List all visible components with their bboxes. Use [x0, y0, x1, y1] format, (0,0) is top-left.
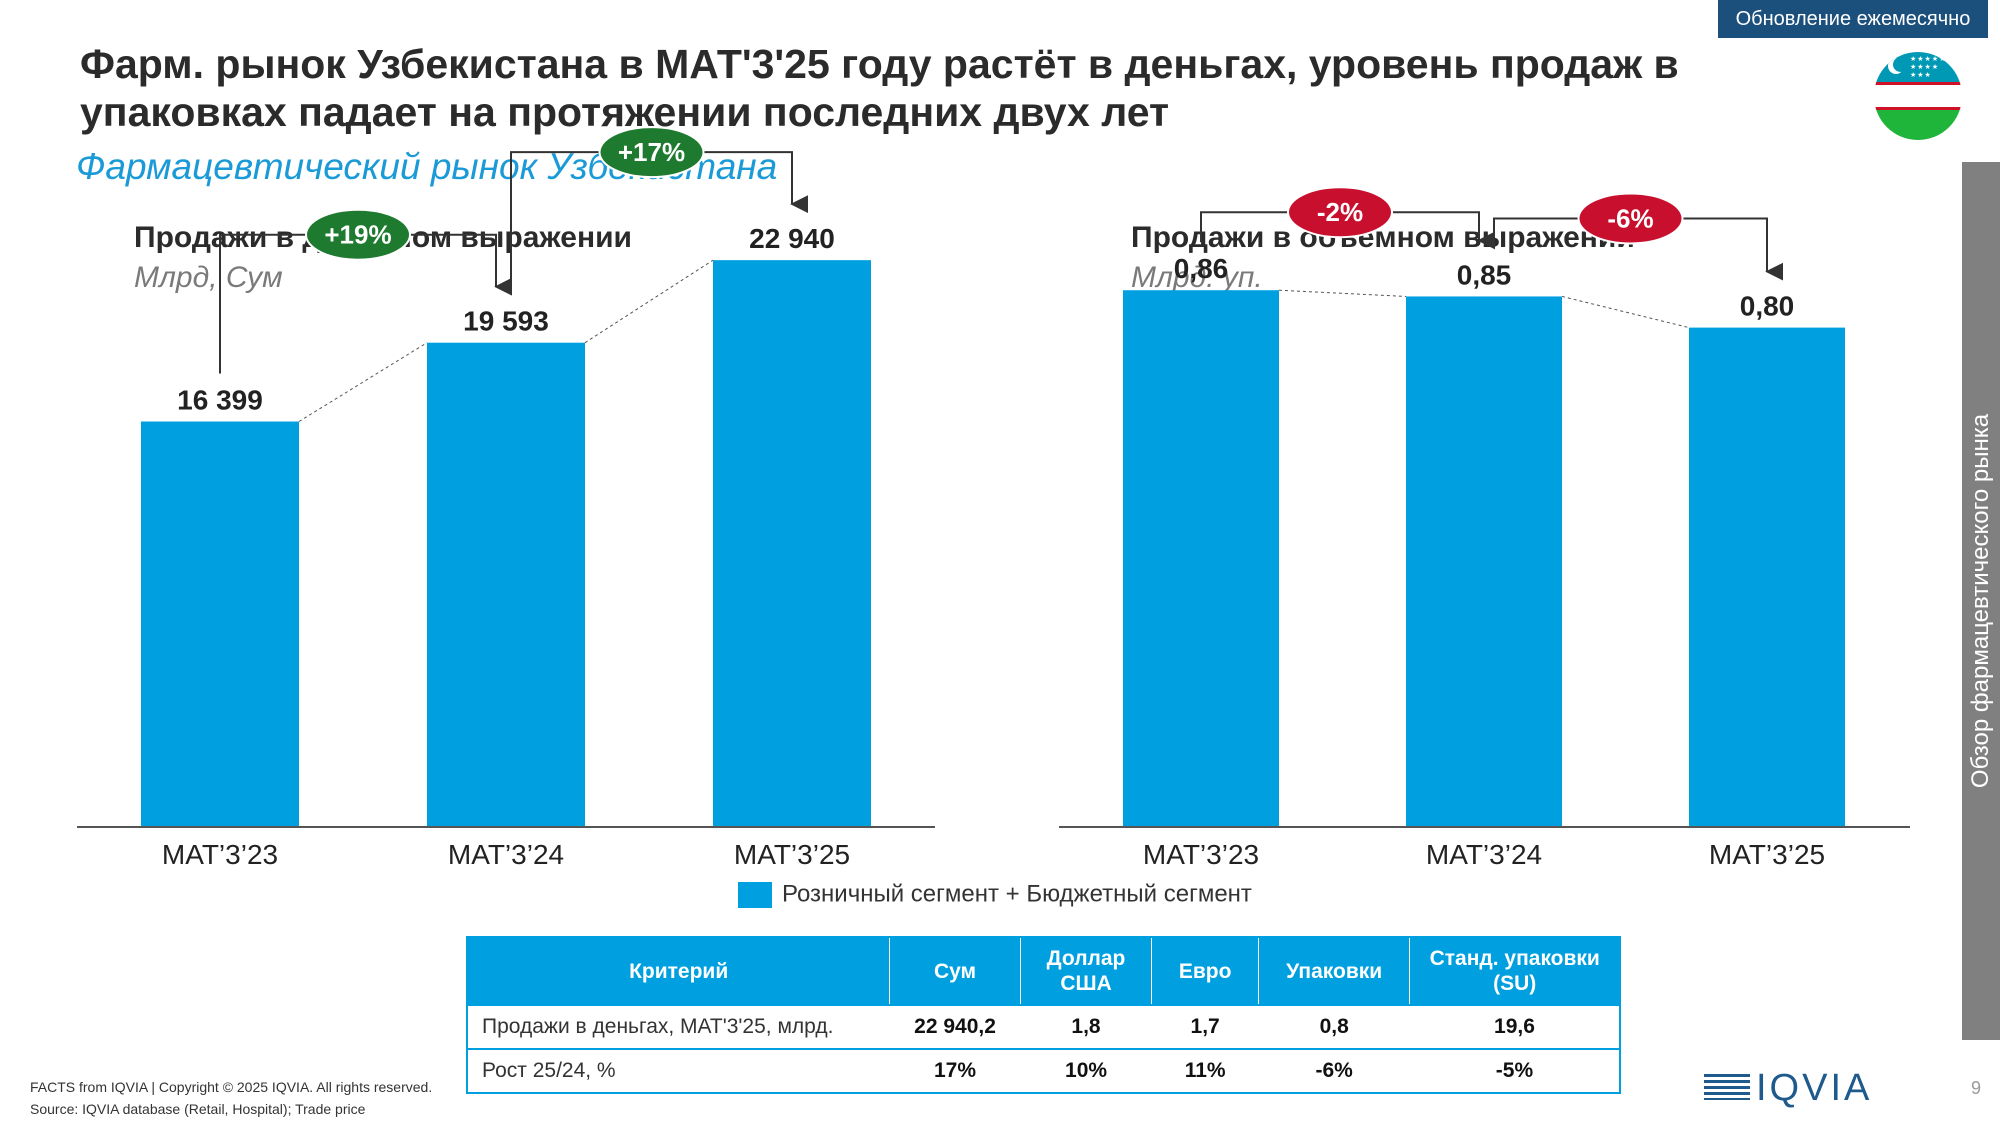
- table-cell: 17%: [889, 1048, 1021, 1093]
- logo-lines-icon: [1704, 1074, 1750, 1100]
- logo-text: IQVIA: [1756, 1067, 1873, 1109]
- table-cell: Рост 25/24, %: [467, 1048, 890, 1093]
- update-frequency-badge: Обновление ежемесячно: [1718, 0, 1988, 38]
- trend-connector: [298, 342, 428, 422]
- table-cell: Продажи в деньгах, МАТ'3'25, млрд.: [467, 1004, 890, 1049]
- chart-legend: Розничный сегмент + Бюджетный сегмент: [738, 880, 1252, 914]
- data-label: 0,85: [1457, 259, 1512, 290]
- page-title: Фарм. рынок Узбекистана в МАТ'3'25 году …: [80, 41, 1679, 135]
- growth-label: -6%: [1607, 203, 1653, 233]
- table-cell: 11%: [1151, 1048, 1259, 1093]
- table-cell: 19,6: [1409, 1004, 1620, 1049]
- data-label: 22 940: [749, 223, 835, 254]
- table-header-cell: Доллар США: [1019, 937, 1152, 1005]
- growth-label: -2%: [1317, 197, 1363, 227]
- x-tick-label: MAT’3’23: [162, 839, 278, 870]
- growth-label: +17%: [618, 137, 685, 167]
- data-label: 0,86: [1174, 253, 1229, 284]
- growth-badge: [598, 126, 705, 179]
- table-cell: -5%: [1409, 1048, 1620, 1093]
- x-tick-label: MAT’3’25: [734, 839, 850, 870]
- growth-label: +19%: [324, 220, 391, 250]
- legend-label: Розничный сегмент + Бюджетный сегмент: [782, 880, 1252, 908]
- data-label: 0,80: [1740, 291, 1795, 322]
- table-row: Рост 25/24, % 17% 10% 11% -6% -5%: [467, 1048, 1620, 1093]
- growth-badge: [1577, 192, 1684, 245]
- bar: [1689, 327, 1845, 826]
- data-label: 16 399: [177, 384, 263, 415]
- trend-connector: [1561, 295, 1690, 329]
- chart-value-unit: Млрд, Сум: [134, 261, 283, 294]
- chart-volume-unit: Млрд. уп.: [1131, 261, 1263, 294]
- footer-source-line: Source: IQVIA database (Retail, Hospital…: [30, 1101, 366, 1117]
- bar: [713, 260, 871, 826]
- chart-0: MAT’3’23 MAT’3’24 MAT’3’25 16 399 19 593 22 9…: [77, 126, 935, 870]
- bar: [141, 421, 299, 826]
- bar: [1123, 290, 1279, 827]
- criteria-table: Критерий Сум Доллар США Евро Упаковки Ст…: [466, 936, 1621, 1094]
- table-header-cell: Сум: [889, 937, 1021, 1005]
- trend-connector: [1278, 289, 1407, 297]
- uzbekistan-flag-icon: ★★★★★ ★★★★ ★★★: [1874, 52, 1962, 140]
- legend-swatch: [738, 881, 772, 908]
- table-cell: 0,8: [1258, 1004, 1410, 1049]
- table-cell: 1,8: [1020, 1004, 1152, 1049]
- footer-source: FACTS from IQVIA | Copyright © 2025 IQVI…: [30, 1076, 432, 1120]
- table-header-cell: Упаковки: [1257, 937, 1410, 1005]
- x-tick-label: MAT’3’25: [1709, 839, 1825, 870]
- data-label: 19 593: [463, 306, 549, 337]
- table-header-cell: Станд. упаковки (SU): [1409, 937, 1620, 1005]
- section-sidebar: [1962, 162, 2000, 1040]
- growth-badge: [305, 208, 411, 261]
- footer-copyright: FACTS from IQVIA | Copyright © 2025 IQVI…: [30, 1079, 433, 1095]
- table-header-cell: Евро: [1151, 937, 1259, 1005]
- table-row: Продажи в деньгах, МАТ'3'25, млрд. 22 94…: [467, 1004, 1620, 1049]
- bar: [1406, 296, 1562, 826]
- charts-canvas: MAT’3’23 MAT’3’24 MAT’3’25 16 399 19 593 22 9…: [77, 126, 1910, 870]
- trend-connector: [584, 259, 714, 344]
- x-tick-label: MAT’3’23: [1143, 839, 1259, 870]
- table-cell: 22 940,2: [889, 1004, 1021, 1049]
- x-tick-label: MAT’3’24: [448, 839, 564, 870]
- table-cell: -6%: [1258, 1048, 1410, 1093]
- bar: [427, 342, 585, 826]
- table-cell: 1,7: [1151, 1004, 1259, 1049]
- table-cell: 10%: [1020, 1048, 1152, 1093]
- growth-badge: [1287, 186, 1393, 239]
- x-tick-label: MAT’3’24: [1426, 839, 1542, 870]
- page-number: 9: [1971, 1078, 1982, 1098]
- table-header-row: Критерий Сум Доллар США Евро Упаковки Ст…: [467, 937, 1620, 1005]
- table-header-cell: Критерий: [467, 937, 890, 1005]
- chart-1: MAT’3’23 MAT’3’24 MAT’3’25 0,86 0,85 0,80 -2% -…: [1059, 186, 1910, 870]
